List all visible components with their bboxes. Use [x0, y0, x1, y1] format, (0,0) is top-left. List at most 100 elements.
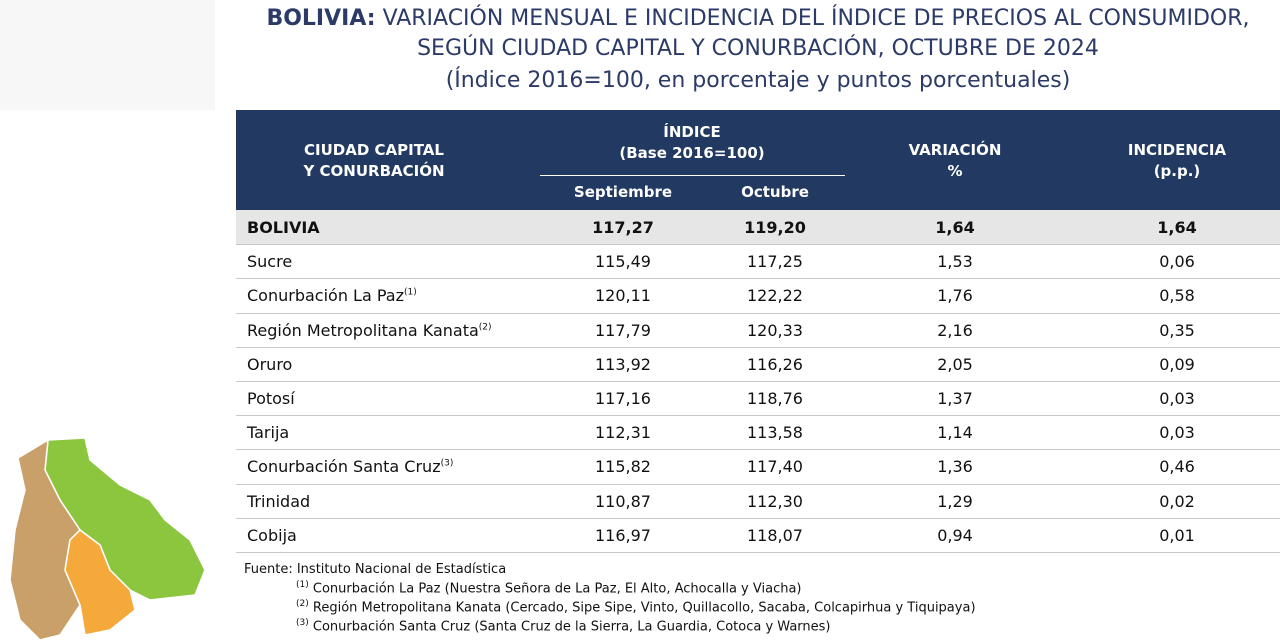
header-label: (Base 2016=100): [619, 144, 765, 162]
cell: 0,09: [1159, 354, 1195, 374]
header-label: Septiembre: [573, 183, 673, 201]
title-lead: BOLIVIA:: [266, 6, 376, 31]
cell: 117,16: [595, 389, 651, 408]
cell: 117,40: [747, 457, 803, 477]
cell: 2,16: [937, 320, 973, 340]
cell: 120,33: [747, 320, 803, 340]
row-label: Conurbación La Paz(1): [247, 286, 417, 305]
row-name: Oruro: [247, 354, 293, 374]
cell: 112,31: [595, 423, 651, 443]
footnote-mark: (2): [478, 322, 492, 333]
cell: 116,26: [747, 354, 803, 374]
source: Fuente: Instituto Nacional de Estadístic…: [244, 562, 507, 577]
cell: 116,97: [595, 525, 651, 545]
table-header: [236, 110, 1280, 210]
row-label: Trinidad: [247, 492, 310, 511]
header-rule: [540, 175, 845, 176]
table-row: Trinidad 110,87 112,30 1,29 0,02: [236, 484, 1280, 519]
cell: 1,36: [937, 457, 973, 477]
header-label: (p.p.): [1153, 162, 1201, 180]
cell: 120,11: [595, 286, 651, 306]
cell: 117,27: [592, 218, 654, 237]
cell: 0,03: [1159, 423, 1195, 443]
row-label: Oruro: [247, 355, 292, 374]
cell: 0,02: [1159, 491, 1195, 511]
row-name: Cobija: [247, 525, 297, 545]
footnote-text: Región Metropolitana Kanata (Cercado, Si…: [312, 600, 976, 616]
title-text: VARIACIÓN MENSUAL E INCIDENCIA DEL ÍNDIC…: [382, 6, 1250, 31]
row-label: Tarija: [247, 423, 289, 442]
table-row: Potosí 117,16 118,76 1,37 0,03: [236, 381, 1280, 417]
cell: 0,01: [1159, 525, 1195, 545]
cell: 117,25: [747, 252, 803, 272]
header-label: CIUDAD CAPITAL: [304, 141, 444, 159]
cell: 1,14: [937, 423, 973, 443]
row-label: Conurbación Santa Cruz(3): [247, 457, 453, 476]
footnote-mark: (3): [296, 618, 309, 628]
subtitle: (Índice 2016=100, en porcentaje y puntos…: [445, 68, 1071, 93]
cell: 112,30: [747, 491, 803, 511]
header-label: VARIACIÓN: [908, 141, 1002, 159]
cell: 2,05: [937, 354, 973, 374]
table-row: Conurbación Santa Cruz(3) 115,82 117,40 1,3…: [236, 449, 1280, 485]
cell: 113,58: [747, 423, 803, 443]
header-label: %: [947, 162, 963, 180]
header-label: INCIDENCIA: [1127, 141, 1227, 159]
footnote-mark: (2): [296, 599, 309, 609]
row-name: Potosí: [247, 389, 295, 408]
table-row: Sucre 115,49 117,25 1,53 0,06: [236, 244, 1280, 280]
cell: 117,79: [595, 320, 651, 340]
row-label: Potosí: [247, 389, 295, 408]
footnote-mark: (1): [296, 580, 309, 590]
table-row: Conurbación La Paz(1) 120,11 122,22 1,76 0,5…: [236, 278, 1280, 314]
map-region: [64, 529, 136, 636]
cell: 0,03: [1159, 389, 1195, 408]
header-label: ÍNDICE: [663, 123, 721, 141]
cell: 1,53: [937, 252, 973, 272]
footnote-mark: (1): [403, 288, 417, 299]
cell: 115,49: [595, 252, 651, 272]
placeholder-box: [0, 0, 215, 110]
cell: 1,76: [937, 286, 973, 306]
cell: 0,35: [1159, 320, 1195, 340]
row-name: Región Metropolitana Kanata: [247, 320, 479, 340]
row-name: BOLIVIA: [247, 218, 320, 237]
table-row: Tarija 112,31 113,58 1,14 0,03: [236, 415, 1280, 451]
row-label: Cobija: [247, 526, 297, 545]
title-line: SEGÚN CIUDAD CAPITAL Y CONURBACIÓN, OCTU…: [417, 36, 1099, 61]
table-row: BOLIVIA 117,27 119,20 1,64 1,64: [236, 210, 1280, 246]
footnote: (2) Región Metropolitana Kanata (Cercado…: [296, 599, 976, 615]
title-line: BOLIVIA: VARIACIÓN MENSUAL E INCIDENCIA …: [236, 6, 1280, 31]
cell: 122,22: [747, 286, 803, 306]
cell: 0,06: [1159, 252, 1195, 272]
map: [9, 437, 206, 640]
row-name: Tarija: [247, 423, 290, 443]
row-name: Conurbación La Paz: [247, 286, 404, 306]
cell: 118,76: [747, 389, 803, 408]
row-name: Sucre: [247, 252, 293, 272]
footnote: (3) Conurbación Santa Cruz (Santa Cruz d…: [296, 618, 830, 634]
cell: 110,87: [595, 491, 651, 511]
cell: 1,37: [937, 389, 973, 408]
footnote-text: Conurbación Santa Cruz (Santa Cruz de la…: [312, 619, 831, 635]
cell: 115,82: [595, 457, 651, 477]
cell: 0,46: [1159, 457, 1195, 477]
cell: 119,20: [744, 218, 806, 237]
header-label: Y CONURBACIÓN: [303, 162, 445, 180]
cell: 0,94: [937, 525, 973, 545]
cell: 1,64: [1157, 218, 1197, 237]
cell: 113,92: [595, 354, 651, 374]
row-label: Región Metropolitana Kanata(2): [247, 321, 492, 340]
table-row: Oruro 113,92 116,26 2,05 0,09: [236, 347, 1280, 382]
row-label: BOLIVIA: [247, 218, 320, 237]
footnote-mark: (3): [440, 459, 454, 470]
cell: 1,64: [935, 218, 975, 237]
row-name: Trinidad: [247, 491, 311, 511]
footnote: (1) Conurbación La Paz (Nuestra Señora d…: [296, 580, 802, 596]
table-row: Región Metropolitana Kanata(2) 117,79 120,…: [236, 313, 1280, 348]
footnote-text: Conurbación La Paz (Nuestra Señora de La…: [312, 581, 802, 597]
row-label: Sucre: [247, 252, 292, 271]
table-row: Cobija 116,97 118,07 0,94 0,01: [236, 518, 1280, 553]
cell: 118,07: [747, 525, 803, 545]
